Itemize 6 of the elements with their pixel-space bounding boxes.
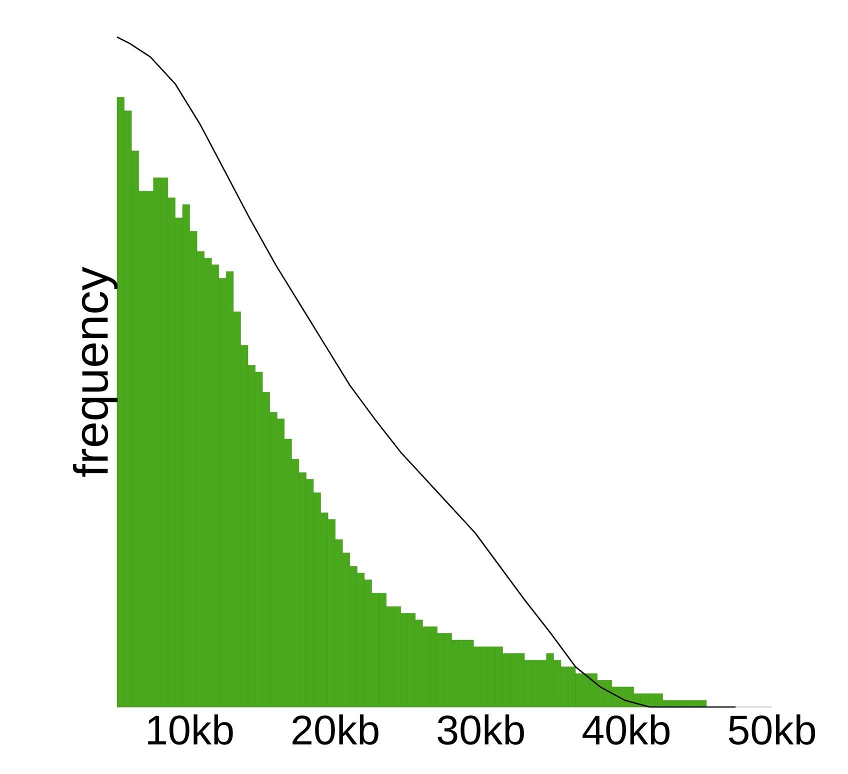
x-tick-label: 10kb — [148, 714, 233, 745]
x-tick-label: 30kb — [438, 714, 524, 745]
x-tick-label: 50kb — [728, 714, 816, 745]
x-tick-label: 20kb — [292, 714, 378, 745]
y-axis-title: frequency — [72, 266, 118, 477]
x-tick-label: 40kb — [582, 714, 670, 745]
